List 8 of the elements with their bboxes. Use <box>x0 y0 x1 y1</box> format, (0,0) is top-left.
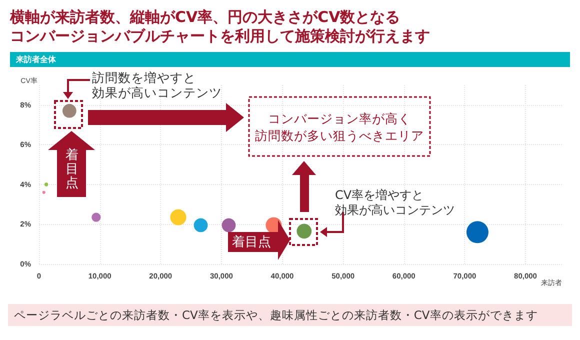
annotation: 訪問数を増やすと効果が高いコンテンツ <box>92 70 222 100</box>
chart-subtitle: 来訪者全体 <box>10 52 570 67</box>
text: ページラベルごとの来訪者数・CV率を表示や、趣味属性ごとの来訪者数・CV率の表示ができます <box>8 304 572 326</box>
annotation: 着目点 <box>64 148 80 191</box>
annotation: CV率を増やすと効果が高いコンテンツ <box>335 188 455 217</box>
annotation: コンバージョン率が高く訪問数が多い狙うべきエリア <box>255 111 424 143</box>
annotation: 着目点 <box>232 235 271 250</box>
chart-title: 横軸が来訪者数、縦軸がCV率、円の大きさがCV数となるコンバージョンバブルチャートを利用して施策検討が行えます <box>10 8 430 45</box>
